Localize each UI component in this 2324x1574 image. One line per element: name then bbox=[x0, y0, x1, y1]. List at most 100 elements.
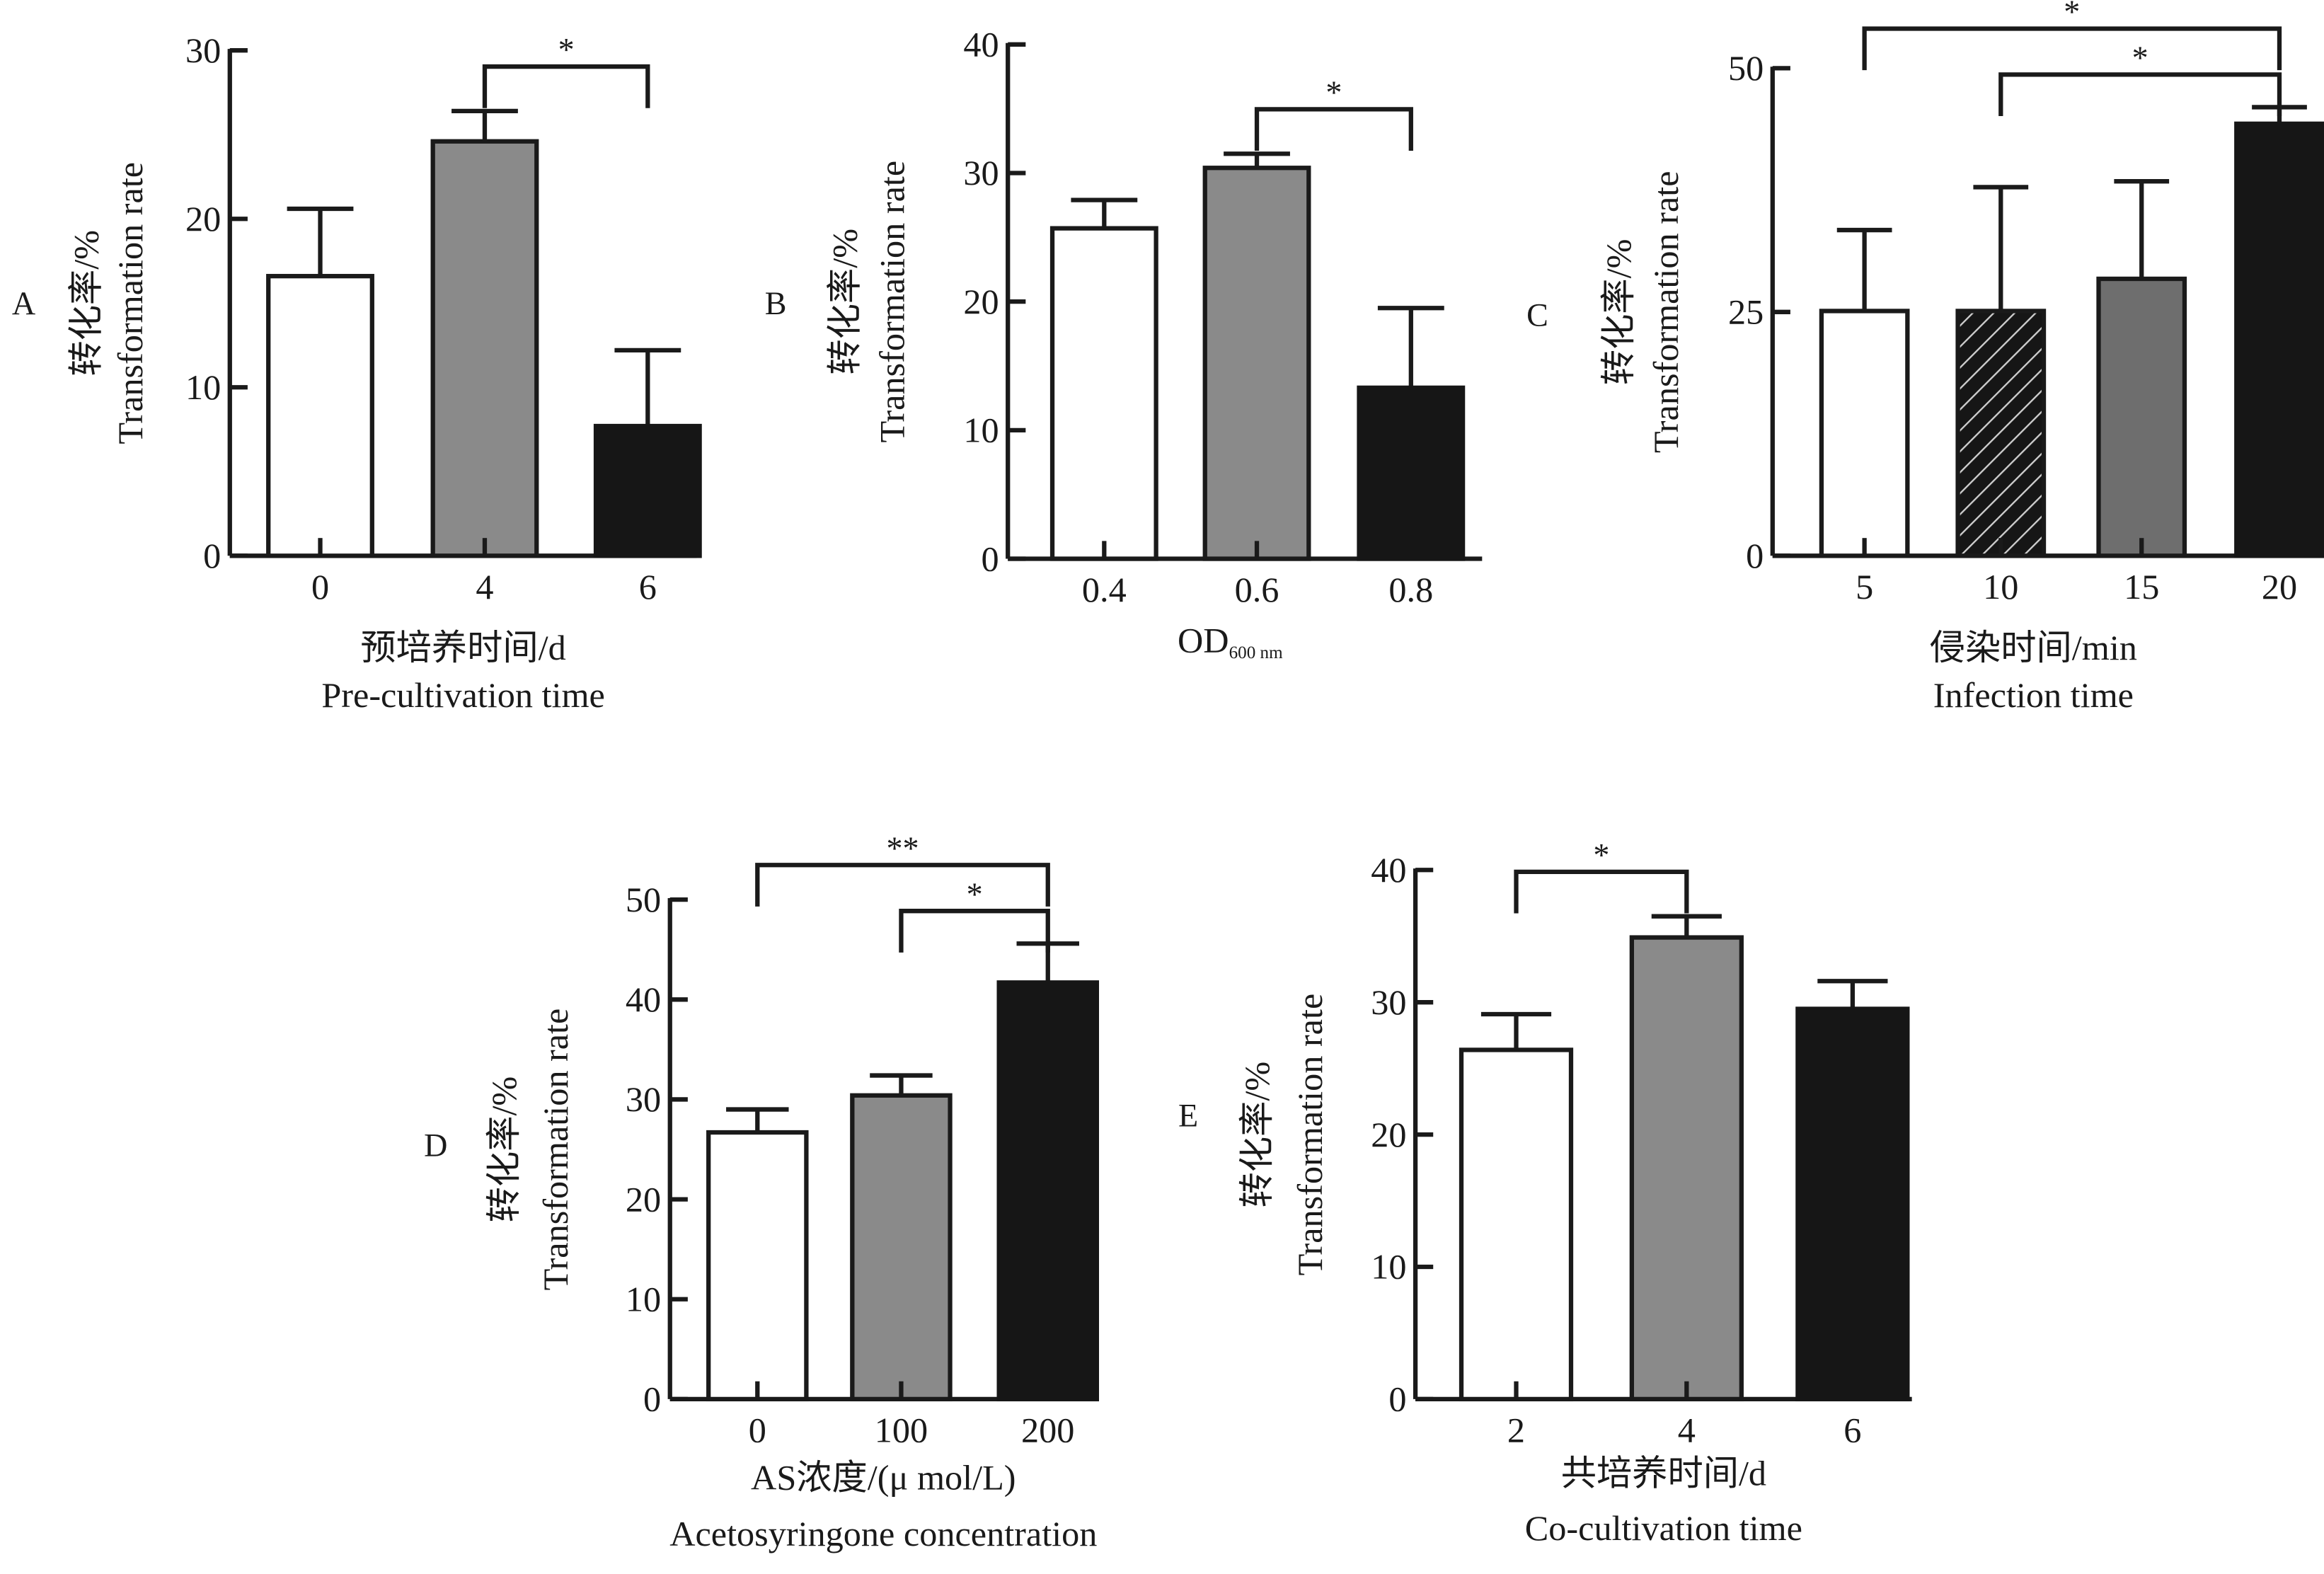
bar bbox=[430, 139, 539, 558]
panel-d: D 转化率/% Transformation rate 0 10 20 30 40 50 0 100… bbox=[424, 830, 1099, 1553]
y-axis-label-en: Transformation rate bbox=[873, 161, 912, 443]
y-tick-label: 10 bbox=[1371, 1247, 1406, 1287]
x-tick-label: 0 bbox=[749, 1411, 766, 1450]
x-tick-label: 200 bbox=[1021, 1411, 1074, 1450]
y-axis-label-cn: 转化率/% bbox=[1237, 1062, 1277, 1208]
x-tick-label: 4 bbox=[1678, 1411, 1696, 1450]
bar bbox=[1049, 226, 1158, 561]
x-tick-label: 2 bbox=[1507, 1411, 1525, 1450]
y-tick-label: 0 bbox=[1388, 1379, 1406, 1419]
x-tick-label: 10 bbox=[1983, 567, 2018, 607]
y-tick-label: 40 bbox=[626, 980, 661, 1019]
y-axis-label-cn: 转化率/% bbox=[66, 230, 105, 377]
y-tick-label: 50 bbox=[626, 880, 661, 919]
bar bbox=[996, 980, 1099, 1402]
x-axis-label-en: Pre-cultivation time bbox=[321, 675, 605, 715]
y-axis-label-en: Transformation rate bbox=[110, 162, 150, 444]
x-axis-label-subscript: 600 nm bbox=[1229, 643, 1283, 662]
y-tick-label: 30 bbox=[626, 1079, 661, 1119]
x-tick-label: 6 bbox=[639, 567, 657, 607]
significance-label: ** bbox=[886, 830, 919, 866]
significance-label: * bbox=[1593, 837, 1609, 873]
x-tick-label: 15 bbox=[2124, 567, 2159, 607]
x-tick-label: 100 bbox=[875, 1411, 928, 1450]
x-tick-label: 4 bbox=[476, 567, 493, 607]
y-tick-label: 40 bbox=[963, 25, 999, 64]
x-tick-label: 20 bbox=[2262, 567, 2297, 607]
y-axis-label-en: Transformation rate bbox=[1646, 171, 1686, 453]
panel-e: E 转化率/% Transformation rate 0 10 20 30 40 2 4 6 * 共培… bbox=[1178, 837, 1912, 1548]
y-tick-label: 20 bbox=[963, 282, 999, 321]
bar bbox=[706, 1130, 809, 1402]
x-tick-label: 6 bbox=[1843, 1411, 1861, 1450]
significance-bracket bbox=[1998, 72, 2282, 117]
panel-letter: C bbox=[1526, 297, 1548, 333]
panel-letter: D bbox=[424, 1127, 447, 1163]
x-axis-label-cn: 侵染时间/min bbox=[1930, 628, 2137, 667]
y-tick-label: 40 bbox=[1371, 850, 1406, 890]
y-tick-label: 20 bbox=[626, 1179, 661, 1219]
x-axis-label-cn: AS浓度/(μ mol/L) bbox=[751, 1458, 1016, 1498]
x-axis-label-en: Infection time bbox=[1933, 675, 2134, 715]
bar bbox=[1357, 385, 1466, 561]
y-axis-label-cn: 转化率/% bbox=[484, 1076, 524, 1223]
y-tick-label: 30 bbox=[1371, 982, 1406, 1022]
significance-label: * bbox=[2064, 0, 2080, 30]
panel-c: C 转化率/% Transformation rate 0 25 50 5 10 15 20 * * 侵… bbox=[1526, 0, 2324, 715]
y-tick-label: 0 bbox=[643, 1379, 661, 1419]
significance-bracket bbox=[1254, 107, 1413, 151]
bar bbox=[1819, 309, 1910, 558]
panel-letter: B bbox=[765, 285, 787, 321]
y-tick-label: 10 bbox=[626, 1279, 661, 1319]
significance-bracket bbox=[755, 863, 1050, 907]
bar bbox=[1459, 1047, 1574, 1402]
y-tick-label: 30 bbox=[963, 153, 999, 193]
x-axis-label-main: OD bbox=[1178, 620, 1229, 660]
x-tick-label: 5 bbox=[1856, 567, 1873, 607]
y-tick-label: 10 bbox=[963, 410, 999, 450]
x-axis-label-en: Co-cultivation time bbox=[1525, 1508, 1802, 1548]
bar bbox=[850, 1093, 953, 1402]
y-tick-label: 30 bbox=[185, 30, 221, 70]
y-axis-label-cn: 转化率/% bbox=[1599, 239, 1638, 386]
x-axis-label-cn: 预培养时间/d bbox=[360, 628, 565, 667]
panel-letter: A bbox=[12, 285, 35, 321]
panel-letter: E bbox=[1178, 1098, 1198, 1134]
x-tick-label: 0.4 bbox=[1082, 570, 1127, 609]
y-tick-label: 0 bbox=[982, 539, 999, 578]
y-tick-label: 20 bbox=[185, 199, 221, 239]
bar bbox=[1202, 166, 1311, 561]
significance-bracket bbox=[899, 909, 1050, 953]
bar bbox=[1629, 935, 1744, 1402]
y-axis-label-en: Transformation rate bbox=[536, 1009, 575, 1291]
bar bbox=[266, 274, 374, 558]
bar bbox=[1955, 309, 2047, 558]
bar bbox=[2234, 121, 2324, 558]
bar bbox=[2096, 276, 2187, 558]
y-tick-label: 50 bbox=[1728, 48, 1764, 88]
x-axis-label: OD600 nm bbox=[1178, 620, 1283, 662]
y-tick-label: 10 bbox=[185, 367, 221, 407]
significance-label: * bbox=[1325, 74, 1342, 110]
significance-bracket bbox=[1862, 26, 2282, 71]
significance-label: * bbox=[558, 32, 575, 68]
x-tick-label: 0.6 bbox=[1235, 570, 1279, 609]
x-axis-label-en: Acetosyringone concentration bbox=[669, 1514, 1097, 1553]
significance-bracket bbox=[1514, 869, 1689, 914]
x-tick-label: 0.8 bbox=[1388, 570, 1433, 609]
y-axis-label-cn: 转化率/% bbox=[825, 229, 865, 375]
bar bbox=[1795, 1006, 1910, 1402]
y-axis-label-en: Transformation rate bbox=[1290, 994, 1330, 1276]
bar bbox=[593, 423, 702, 558]
significance-label: * bbox=[2132, 40, 2148, 76]
y-tick-label: 25 bbox=[1728, 292, 1764, 332]
y-tick-label: 0 bbox=[1746, 536, 1764, 575]
y-tick-label: 0 bbox=[203, 536, 221, 575]
x-axis-label-cn: 共培养时间/d bbox=[1561, 1453, 1766, 1493]
significance-label: * bbox=[967, 876, 983, 912]
panel-b: B 转化率/% Transformation rate 0 10 20 30 40 0.4 0.6… bbox=[765, 25, 1483, 662]
significance-bracket bbox=[482, 64, 650, 108]
panel-a: A 转化率/% Transformation rate 0 10 20 30 0 4 6 * 预培养时… bbox=[12, 30, 702, 715]
